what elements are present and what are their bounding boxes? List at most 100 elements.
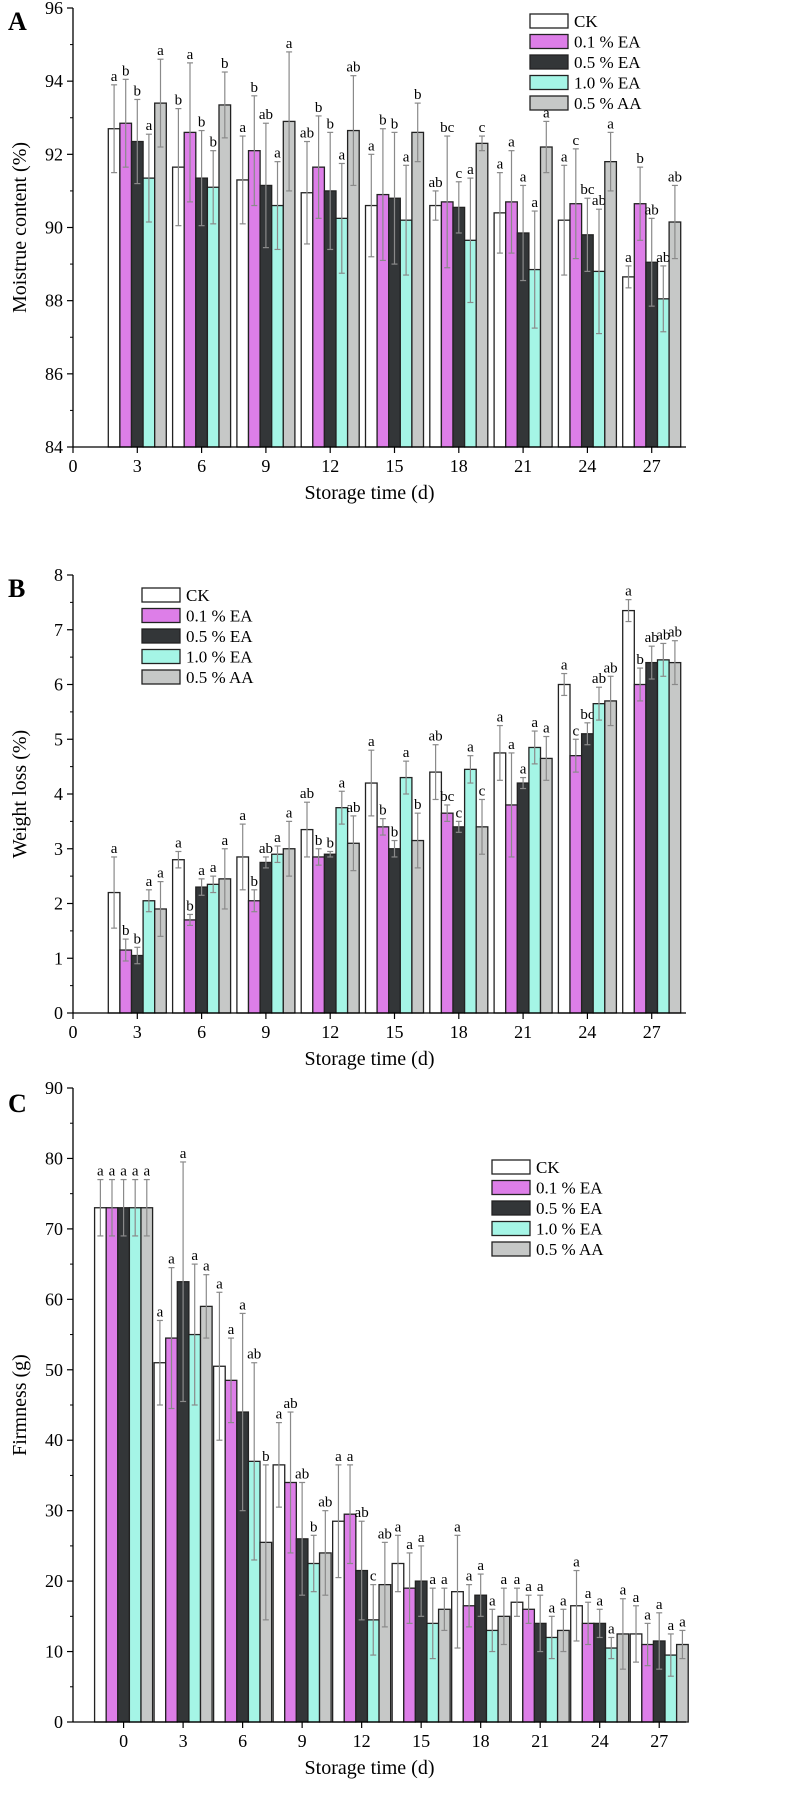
significance-letter: a (520, 762, 527, 778)
y-axis-label: Moistrue content (%) (9, 142, 31, 313)
bar (429, 771, 443, 1014)
significance-letter: a (274, 830, 281, 846)
significance-letter: ab (247, 1347, 261, 1363)
x-tick-label: 27 (643, 1022, 661, 1042)
bar (154, 102, 167, 448)
significance-letter: ab (668, 625, 682, 641)
bar (399, 776, 413, 1014)
significance-letter: a (111, 841, 118, 857)
significance-letter: a (520, 169, 527, 185)
significance-letter: b (251, 874, 259, 890)
y-tick-label: 50 (45, 1360, 63, 1380)
bar (592, 703, 606, 1014)
legend-swatch (529, 95, 569, 111)
significance-letter: b (251, 80, 259, 96)
significance-letter: a (168, 1252, 175, 1268)
y-tick-label: 10 (45, 1642, 63, 1662)
y-tick-label: 60 (45, 1289, 63, 1309)
significance-letter: a (239, 1297, 246, 1313)
x-tick-label: 18 (472, 1731, 490, 1751)
significance-letter: c (572, 723, 579, 739)
x-tick-label: 9 (261, 1022, 270, 1042)
legend-swatch (491, 1179, 531, 1196)
significance-letter: c (455, 166, 462, 182)
significance-letter: a (477, 1558, 484, 1574)
bar (622, 276, 635, 448)
y-tick-label: 96 (45, 0, 63, 18)
legend-label: 0.5 % EA (536, 1199, 603, 1218)
significance-letter: bc (580, 182, 595, 198)
significance-letter: b (134, 931, 142, 947)
x-tick-label: 6 (197, 1022, 206, 1042)
significance-letter: a (132, 1164, 139, 1180)
significance-letter: a (497, 157, 504, 173)
significance-letter: a (403, 149, 410, 165)
x-tick-label: 0 (69, 1022, 78, 1042)
significance-letter: a (175, 835, 182, 851)
x-tick-label: 18 (450, 1022, 468, 1042)
bar (224, 1379, 238, 1723)
significance-letter: b (221, 56, 229, 72)
legend-swatch (141, 648, 181, 665)
significance-letter: a (97, 1164, 104, 1180)
bar (195, 886, 209, 1014)
legend-label: 1.0 % EA (536, 1220, 603, 1239)
bar (364, 782, 378, 1014)
bar (388, 848, 401, 1014)
significance-letter: ab (604, 660, 618, 676)
significance-letter: a (406, 1537, 413, 1553)
significance-letter: a (508, 737, 515, 753)
significance-letter: c (370, 1569, 377, 1585)
significance-letter: a (210, 860, 217, 876)
significance-letter: a (633, 1590, 640, 1606)
x-tick-label: 6 (197, 456, 206, 476)
significance-letter: b (315, 833, 323, 849)
panel-label: B (8, 574, 25, 603)
bar (117, 1207, 131, 1723)
significance-letter: a (157, 1304, 164, 1320)
legend-swatch (529, 13, 569, 29)
bar (259, 861, 273, 1014)
bar (142, 900, 156, 1014)
y-tick-label: 2 (54, 894, 63, 914)
x-axis-label: Storage time (d) (305, 482, 435, 504)
significance-letter: c (479, 120, 486, 136)
significance-letter: a (338, 775, 345, 791)
significance-letter: ab (355, 1505, 369, 1521)
y-tick-label: 4 (54, 784, 63, 804)
significance-letter: b (414, 797, 422, 813)
significance-letter: b (175, 93, 183, 109)
significance-letter: a (429, 1572, 436, 1588)
significance-letter: a (508, 135, 515, 151)
significance-letter: ab (346, 800, 360, 816)
significance-letter: a (525, 1579, 532, 1595)
bar (516, 782, 530, 1014)
legend-label: 0.5 % EA (574, 53, 641, 72)
significance-letter: a (537, 1579, 544, 1595)
bar (668, 661, 682, 1014)
x-tick-label: 0 (69, 456, 78, 476)
bar (247, 900, 261, 1014)
y-tick-label: 1 (54, 948, 63, 968)
significance-letter: a (157, 866, 164, 882)
significance-letter: bc (440, 120, 455, 136)
x-axis-label: Storage time (d) (305, 1757, 435, 1779)
bar (105, 1207, 119, 1723)
significance-letter: b (379, 803, 387, 819)
significance-letter: a (644, 1607, 651, 1623)
significance-letter: a (368, 138, 375, 154)
bar (206, 186, 220, 448)
significance-letter: a (228, 1322, 235, 1338)
legend-label: 0.5 % EA (186, 627, 253, 646)
x-tick-label: 21 (514, 456, 532, 476)
significance-letter: bc (580, 707, 595, 723)
significance-letter: a (560, 1593, 567, 1609)
bar (271, 853, 284, 1014)
legend-label: 0.1 % EA (186, 607, 253, 626)
significance-letter: ab (656, 250, 670, 266)
significance-letter: a (620, 1583, 627, 1599)
bar (463, 768, 477, 1014)
significance-letter: a (120, 1164, 127, 1180)
